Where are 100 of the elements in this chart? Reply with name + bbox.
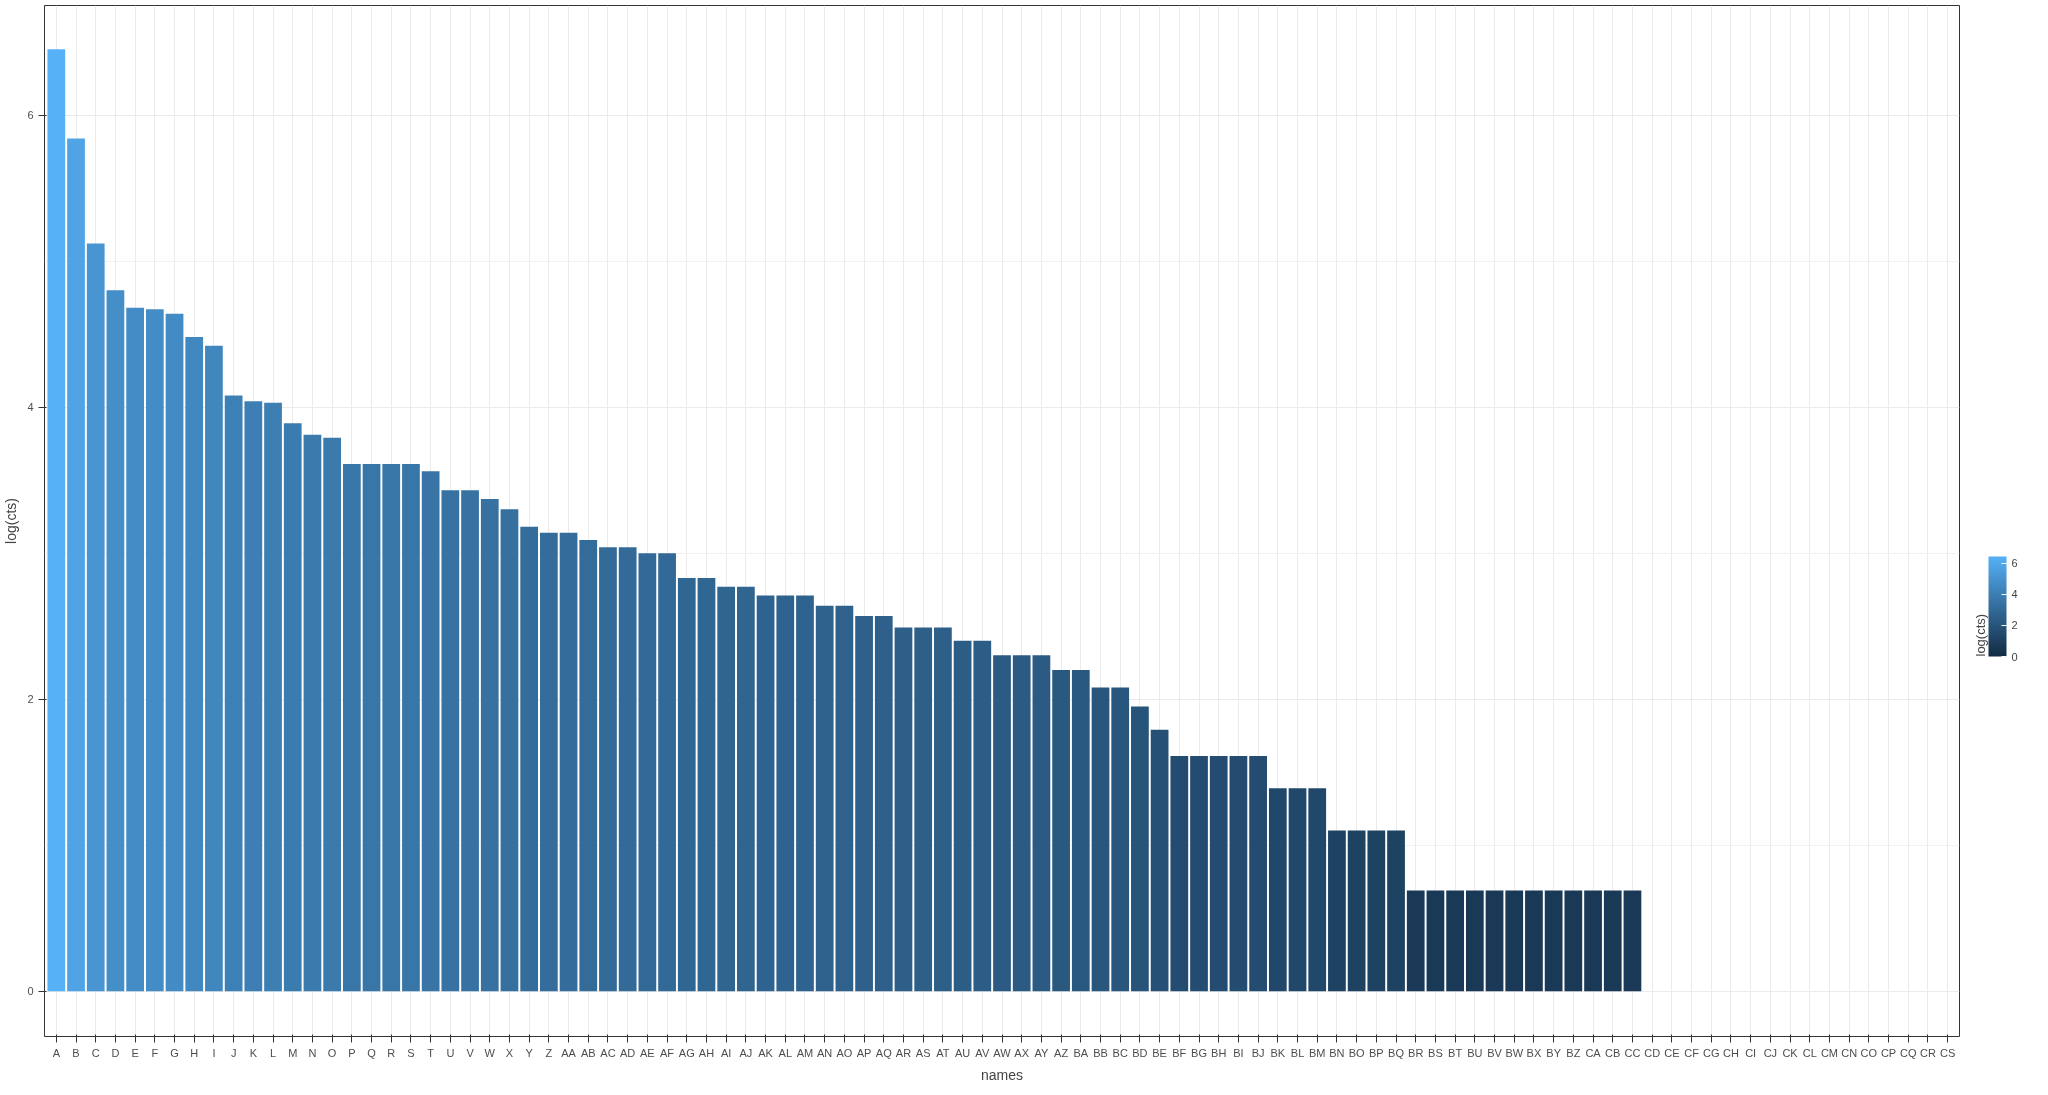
bar xyxy=(1032,655,1051,992)
bar xyxy=(874,615,893,992)
x-tick-label: C xyxy=(91,1046,100,1059)
x-tick-label: H xyxy=(190,1046,199,1059)
x-tick-label: E xyxy=(131,1046,139,1059)
bar xyxy=(1268,788,1287,992)
x-tick-label: N xyxy=(308,1046,317,1059)
bar xyxy=(1426,890,1445,992)
x-tick-label: P xyxy=(348,1046,356,1059)
x-tick-label: AB xyxy=(580,1046,596,1059)
bar xyxy=(973,640,992,992)
x-tick-label: BS xyxy=(1428,1046,1443,1059)
x-tick-label: Z xyxy=(545,1046,553,1059)
bar xyxy=(618,547,637,992)
x-axis-title: names xyxy=(980,1066,1024,1083)
x-tick-label: AV xyxy=(975,1046,990,1059)
x-tick-label: AM xyxy=(796,1046,814,1059)
bar xyxy=(855,615,873,992)
x-tick-label: BU xyxy=(1467,1046,1483,1059)
x-tick-label: CH xyxy=(1723,1046,1739,1059)
x-tick-label: BH xyxy=(1211,1046,1227,1059)
bar xyxy=(559,532,578,992)
bar xyxy=(1328,830,1346,992)
bar xyxy=(1111,687,1130,992)
x-tick-label: BN xyxy=(1329,1046,1345,1059)
bar xyxy=(362,464,381,992)
x-tick-label: BM xyxy=(1308,1046,1326,1059)
x-tick-label: AF xyxy=(660,1046,675,1059)
bar xyxy=(658,553,676,992)
x-tick-label: AQ xyxy=(875,1046,893,1059)
x-tick-label: BR xyxy=(1408,1046,1424,1059)
bar xyxy=(126,307,144,992)
bar xyxy=(283,423,302,992)
bar xyxy=(264,402,282,992)
bar xyxy=(540,532,558,992)
x-tick-label: M xyxy=(288,1046,298,1059)
x-tick-label: BZ xyxy=(1566,1046,1581,1059)
x-tick-label: BW xyxy=(1505,1046,1524,1059)
x-tick-label: AH xyxy=(698,1046,715,1059)
bar xyxy=(1603,890,1622,992)
y-tick-label: 6 xyxy=(27,109,34,122)
color-bar-label: 4 xyxy=(2011,588,2018,601)
x-tick-label: BV xyxy=(1487,1046,1503,1059)
x-tick-label: BO xyxy=(1348,1046,1366,1059)
bar xyxy=(1052,669,1070,992)
x-tick-label: AN xyxy=(817,1046,833,1059)
bar xyxy=(1071,669,1090,992)
x-tick-label: J xyxy=(230,1046,237,1059)
bar xyxy=(205,345,223,992)
x-tick-label: CE xyxy=(1664,1046,1680,1059)
x-tick-label: CR xyxy=(1920,1046,1936,1059)
x-tick-label: CK xyxy=(1782,1046,1799,1059)
x-tick-label: BJ xyxy=(1251,1046,1265,1059)
bar xyxy=(67,138,85,992)
y-tick-label: 0 xyxy=(27,985,34,998)
bar xyxy=(382,464,401,992)
x-tick-label: K xyxy=(249,1046,258,1059)
x-tick-label: U xyxy=(446,1046,455,1059)
x-tick-label: AD xyxy=(620,1046,636,1059)
x-tick-label: G xyxy=(170,1046,179,1059)
x-tick-label: T xyxy=(427,1046,435,1059)
x-tick-label: BQ xyxy=(1388,1046,1405,1059)
bar xyxy=(579,539,598,992)
x-tick-label: AT xyxy=(936,1046,950,1059)
bar xyxy=(342,464,361,992)
bar xyxy=(756,595,775,992)
bar xyxy=(185,337,204,992)
x-tick-label: BY xyxy=(1546,1046,1562,1059)
x-tick-label: AO xyxy=(836,1046,853,1059)
x-tick-label: BA xyxy=(1073,1046,1089,1059)
bar xyxy=(1387,830,1405,992)
x-tick-label: CJ xyxy=(1763,1046,1778,1059)
bar xyxy=(638,553,657,992)
bar xyxy=(894,627,913,992)
x-tick-label: X xyxy=(505,1046,514,1059)
color-bar-label: 2 xyxy=(2011,619,2018,632)
bar xyxy=(953,640,972,992)
bar xyxy=(697,577,716,992)
x-tick-label: BI xyxy=(1233,1046,1244,1059)
x-tick-label: V xyxy=(466,1046,475,1059)
x-tick-label: AC xyxy=(600,1046,616,1059)
bar xyxy=(86,243,105,992)
bar xyxy=(1131,706,1149,992)
x-tick-label: CC xyxy=(1624,1046,1641,1059)
bar xyxy=(677,577,696,992)
x-tick-label: D xyxy=(111,1046,120,1059)
color-bar-label: 6 xyxy=(2011,557,2018,570)
x-tick-label: BP xyxy=(1368,1046,1384,1059)
bar xyxy=(599,547,617,992)
x-tick-label: AR xyxy=(895,1046,912,1059)
x-tick-label: CS xyxy=(1940,1046,1956,1059)
bar xyxy=(106,290,125,992)
bar xyxy=(1288,788,1307,992)
x-tick-label: BL xyxy=(1290,1046,1305,1059)
x-tick-label: AU xyxy=(954,1046,971,1059)
bar xyxy=(145,309,164,992)
x-tick-label: AI xyxy=(720,1046,732,1059)
x-tick-label: I xyxy=(212,1046,216,1059)
x-tick-label: CP xyxy=(1880,1046,1897,1059)
bar xyxy=(1209,756,1228,992)
